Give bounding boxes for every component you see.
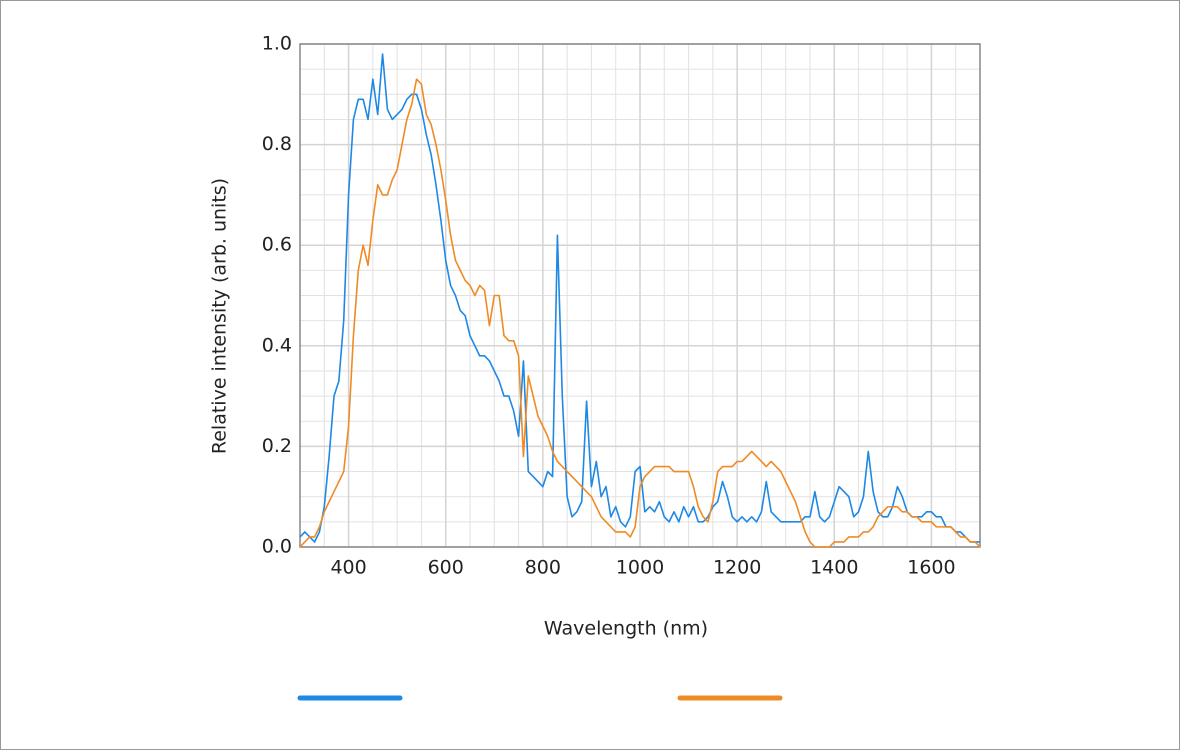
plot-frame: [299, 43, 981, 548]
y-tick-label: 0.6: [262, 234, 292, 256]
x-tick-label: 1000: [616, 557, 664, 579]
y-tick-label: 0.4: [262, 334, 292, 356]
series-line: [299, 78, 981, 548]
x-axis-label: Wavelength (nm): [544, 618, 708, 640]
x-tick-label: 1600: [907, 557, 955, 579]
y-tick-label: 0.2: [262, 435, 292, 457]
x-tick-label: 400: [330, 557, 366, 579]
x-tick-label: 1400: [810, 557, 858, 579]
y-tick-label: 0.0: [262, 536, 292, 558]
x-tick-label: 600: [428, 557, 464, 579]
y-tick-label: 1.0: [262, 33, 292, 55]
y-tick-label: 0.8: [262, 133, 292, 155]
x-tick-label: 1200: [713, 557, 761, 579]
y-axis-label: Relative intensity (arb. units): [209, 178, 231, 454]
x-tick-label: 800: [525, 557, 561, 579]
